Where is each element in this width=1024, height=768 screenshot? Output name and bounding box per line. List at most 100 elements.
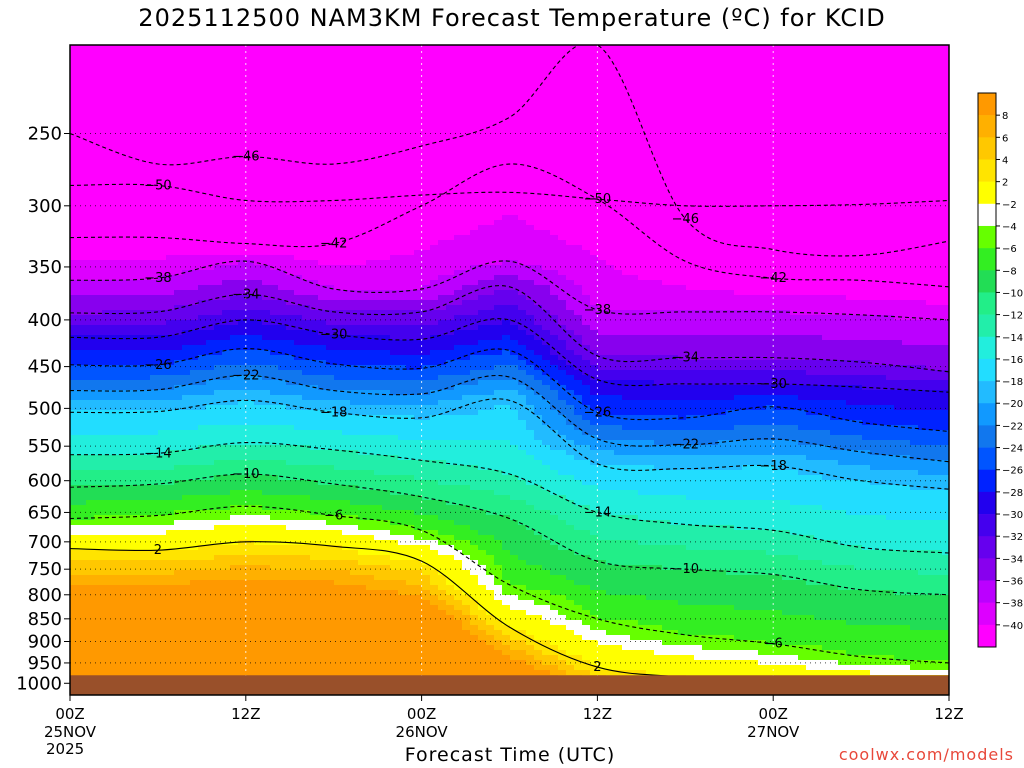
colorbar-swatch xyxy=(978,602,996,626)
colorbar-label: −22 xyxy=(1002,421,1023,432)
colorbar-label: −36 xyxy=(1002,577,1023,588)
temperature-fill-layer xyxy=(70,45,949,695)
isotherm-line xyxy=(70,163,949,288)
colorbar-swatch xyxy=(978,447,996,471)
isotherm-label: −46 xyxy=(232,150,259,165)
x-date-label: 26NOV xyxy=(396,723,449,741)
isotherm-label: −14 xyxy=(144,446,171,461)
start-year-label: 2025 xyxy=(46,740,85,758)
isotherm-line xyxy=(70,260,949,321)
isotherm-label: −30 xyxy=(759,377,786,392)
isotherm-label: −22 xyxy=(672,438,699,453)
colorbar-swatch xyxy=(978,159,996,182)
y-tick-label: 1000 xyxy=(16,673,62,694)
colorbar-swatch xyxy=(978,491,996,515)
isotherm-label: −6 xyxy=(764,637,783,652)
y-tick-label: 600 xyxy=(28,471,62,492)
isotherm-line xyxy=(70,473,949,596)
x-tick-label: 12Z xyxy=(583,705,612,723)
plot-area: −50−50−46−46−42−42−38−38−34−34−30−30−26−… xyxy=(70,45,949,695)
colorbar-label: −18 xyxy=(1002,377,1023,388)
colorbar-label: −20 xyxy=(1002,399,1023,410)
isotherm-label: −10 xyxy=(232,467,259,482)
colorbar-legend: 8 6 4 2 −2 −4 −6 −8 −10 −12 −14 −16 −18 −20 −22 −24 −26 −… xyxy=(977,92,1023,648)
colorbar-swatch xyxy=(978,181,996,205)
y-tick-label: 750 xyxy=(28,559,62,580)
isotherm-line xyxy=(70,183,949,207)
isotherm-label: −34 xyxy=(672,351,699,366)
colorbar-swatch xyxy=(978,514,996,537)
colorbar-swatch xyxy=(978,248,996,271)
isotherm-label: −18 xyxy=(320,405,347,420)
colorbar-label: −24 xyxy=(1002,444,1023,455)
y-tick-label: 950 xyxy=(28,653,62,674)
isotherm-label: 2 xyxy=(593,660,601,675)
y-tick-label: 400 xyxy=(28,310,62,331)
colorbar-swatch xyxy=(978,403,996,426)
x-date-label: 27NOV xyxy=(747,723,800,741)
colorbar-label: −34 xyxy=(1002,554,1023,565)
colorbar-swatch xyxy=(978,336,996,360)
ground-terrain xyxy=(70,675,949,695)
x-tick-label: 12Z xyxy=(231,705,260,723)
isotherm-label: −30 xyxy=(320,327,347,342)
x-tick-label: 00Z xyxy=(759,705,788,723)
isotherm-label: 2 xyxy=(154,543,162,558)
colorbar-label: −4 xyxy=(1002,222,1017,233)
isotherm-label: −38 xyxy=(144,271,171,286)
colorbar-label: −2 xyxy=(1002,200,1017,211)
isotherm-label: −14 xyxy=(584,505,611,520)
colorbar-swatch xyxy=(978,115,996,138)
y-tick-label: 300 xyxy=(28,196,62,217)
y-tick-label: 250 xyxy=(28,123,62,144)
x-tick-label: 00Z xyxy=(407,705,436,723)
x-tick-label: 12Z xyxy=(934,705,963,723)
colorbar-label: −32 xyxy=(1002,532,1023,543)
colorbar-swatch xyxy=(978,558,996,581)
colorbar-swatch xyxy=(978,469,996,493)
colorbar-swatch xyxy=(978,536,996,559)
colorbar-swatch xyxy=(978,270,996,293)
colorbar-swatch xyxy=(978,314,996,338)
colorbar-swatch xyxy=(978,292,996,315)
colorbar-label: −10 xyxy=(1002,288,1023,299)
isotherm-line xyxy=(70,348,949,433)
y-tick-label: 650 xyxy=(28,502,62,523)
y-tick-label: 800 xyxy=(28,585,62,606)
y-tick-label: 350 xyxy=(28,257,62,278)
isotherm-label: −42 xyxy=(320,237,347,252)
colorbar-label: 8 xyxy=(1002,111,1008,122)
colorbar-swatch xyxy=(978,425,996,448)
isotherm-label: −42 xyxy=(759,271,786,286)
colorbar-swatch xyxy=(978,624,996,648)
y-tick-label: 450 xyxy=(28,357,62,378)
isotherm-line xyxy=(70,398,949,490)
colorbar-label: −28 xyxy=(1002,488,1023,499)
colorbar-label: 4 xyxy=(1002,155,1008,166)
isotherm-label: −38 xyxy=(584,303,611,318)
isotherm-label: −50 xyxy=(144,178,171,193)
colorbar-label: −40 xyxy=(1002,621,1023,632)
x-axis-title: Forecast Time (UTC) xyxy=(404,744,616,766)
isotherm-label: −34 xyxy=(232,287,259,302)
y-tick-label: 700 xyxy=(28,532,62,553)
isotherm-label: −26 xyxy=(144,358,171,373)
isotherm-label: −22 xyxy=(232,368,259,383)
colorbar-swatch xyxy=(978,203,996,227)
y-tick-label: 850 xyxy=(28,609,62,630)
isotherm-line xyxy=(70,505,949,664)
colorbar-label: −26 xyxy=(1002,466,1023,477)
colorbar-swatch xyxy=(978,93,996,116)
colorbar-swatch xyxy=(978,580,996,603)
colorbar-label: −6 xyxy=(1002,244,1017,255)
y-tick-label: 900 xyxy=(28,631,62,652)
colorbar-label: 2 xyxy=(1002,178,1008,189)
chart-title: 2025112500 NAM3KM Forecast Temperature (… xyxy=(138,4,886,32)
isotherm-line xyxy=(70,45,949,257)
source-credit-link[interactable]: coolwx.com/models xyxy=(838,745,1014,764)
y-tick-label: 500 xyxy=(28,398,62,419)
colorbar-swatch xyxy=(978,137,996,160)
isotherm-label: −10 xyxy=(672,562,699,577)
